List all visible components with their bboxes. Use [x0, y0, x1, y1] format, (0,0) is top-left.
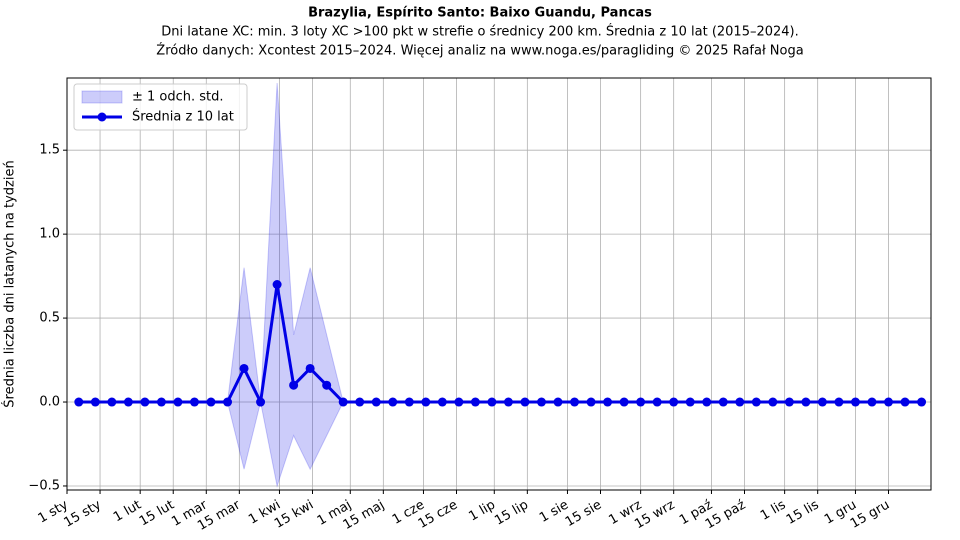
point: [735, 397, 745, 407]
legend-swatch: [81, 90, 123, 104]
point: [636, 397, 646, 407]
point: [371, 397, 381, 407]
x-tick-label: 15 sie: [563, 498, 604, 531]
point: [156, 397, 166, 407]
point: [900, 397, 910, 407]
point: [470, 397, 480, 407]
legend-label: Średnia z 10 lat: [132, 109, 234, 125]
point: [669, 397, 679, 407]
point: [322, 380, 332, 390]
y-tick-label: 1.5: [39, 143, 60, 158]
point: [421, 397, 431, 407]
y-tick-label: 1.0: [39, 227, 60, 242]
point: [338, 397, 348, 407]
point: [834, 397, 844, 407]
point: [454, 397, 464, 407]
point: [355, 397, 365, 407]
point: [801, 397, 811, 407]
x-tick-label: 15 lip: [492, 498, 531, 529]
chart-subtitle: Dni latane XC: min. 3 loty XC >100 pkt w…: [161, 24, 799, 40]
point: [239, 363, 249, 373]
point: [437, 397, 447, 407]
point: [173, 397, 183, 407]
point: [768, 397, 778, 407]
point: [652, 397, 662, 407]
point: [718, 397, 728, 407]
point: [917, 397, 927, 407]
point: [867, 397, 877, 407]
point: [388, 397, 398, 407]
plot-frame: [66, 77, 932, 491]
point: [702, 397, 712, 407]
legend-marker: [97, 112, 107, 122]
point: [884, 397, 894, 407]
point: [206, 397, 216, 407]
point: [223, 397, 233, 407]
point: [503, 397, 513, 407]
point: [107, 397, 117, 407]
point: [619, 397, 629, 407]
x-tick-label: 15 lis: [784, 497, 822, 527]
chart-subtitle: Źródło danych: Xcontest 2015–2024. Więce…: [156, 43, 803, 59]
point: [305, 363, 315, 373]
std-band: [78, 83, 922, 488]
chart-title: Brazylia, Espírito Santo: Baixo Guandu, …: [308, 6, 652, 21]
x-tick-label: 1 lip: [466, 498, 498, 525]
line: [78, 284, 922, 408]
point: [685, 397, 695, 407]
point: [817, 397, 827, 407]
point: [553, 397, 563, 407]
point: [751, 397, 761, 407]
point: [289, 380, 299, 390]
point: [586, 397, 596, 407]
point: [784, 397, 794, 407]
y-tick-label: 0.0: [39, 395, 60, 410]
point: [520, 397, 530, 407]
point: [536, 397, 546, 407]
point: [90, 397, 100, 407]
point: [487, 397, 497, 407]
point: [74, 397, 84, 407]
point: [570, 397, 580, 407]
y-tick-label: −0.5: [28, 478, 60, 493]
point: [850, 397, 860, 407]
legend-label: ± 1 odch. std.: [132, 90, 224, 105]
point: [123, 397, 133, 407]
x-tick-label: 15 sty: [61, 497, 104, 530]
point: [189, 397, 199, 407]
point: [256, 397, 266, 407]
x-tick-label: 1 lis: [758, 497, 789, 523]
point: [272, 280, 282, 290]
point: [603, 397, 613, 407]
y-tick-label: 0.5: [39, 311, 60, 326]
point: [140, 397, 150, 407]
x-tick-label: 15 lut: [137, 498, 177, 530]
y-axis-label: Średnia liczba dni latanych na tydzień: [2, 160, 18, 407]
point: [404, 397, 414, 407]
